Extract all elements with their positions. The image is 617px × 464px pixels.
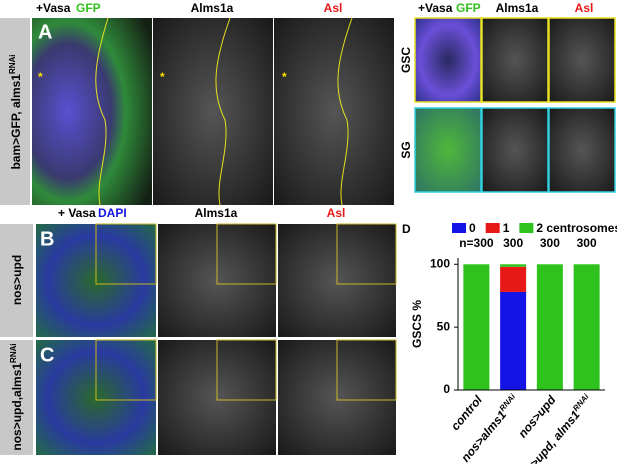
- channel-label: Alms1a: [195, 206, 238, 220]
- boundary: [337, 17, 353, 206]
- bar-segment: [500, 266, 527, 292]
- x-tick-label: control: [448, 392, 485, 433]
- channel-label: DAPI: [98, 206, 127, 220]
- legend-swatch: [452, 223, 466, 233]
- asterisk: *: [160, 70, 165, 84]
- row-label: nos>upd: [10, 255, 24, 305]
- y-tick-label: 0: [443, 382, 450, 396]
- channel-label: Alms1a: [191, 1, 234, 15]
- row-label-bar: [0, 224, 33, 337]
- channel-label: Asl: [575, 1, 594, 15]
- legend-swatch: [485, 223, 500, 233]
- y-tick-label: 50: [437, 319, 451, 333]
- channel-label: +Vasa: [36, 1, 71, 15]
- inset-frame: [95, 223, 397, 401]
- row-label-text: bam>GFP, alms1: [9, 74, 23, 170]
- row-label-sup: RNAi: [8, 54, 17, 74]
- channel-label: GFP: [76, 1, 101, 15]
- channel-label: +Vasa: [418, 1, 453, 15]
- legend-label: 1: [503, 221, 510, 235]
- panel-letter: A: [38, 21, 52, 43]
- bar-segment: [500, 264, 527, 267]
- row-label: bam>GFP, alms1RNAi: [8, 54, 23, 169]
- asterisk: *: [282, 70, 287, 84]
- panel-letter: D: [402, 222, 411, 236]
- legend-swatch: [519, 223, 534, 233]
- boundary: [95, 17, 109, 206]
- panel-letter: C: [40, 344, 54, 366]
- n-label: 300: [577, 236, 597, 250]
- bar-segment: [500, 291, 527, 390]
- row-label-sup: RNAi: [9, 343, 18, 363]
- micrograph: [32, 18, 152, 205]
- legend-label: 2 centrosomes: [536, 221, 617, 235]
- category-text: control: [448, 392, 485, 433]
- row-label-text: nos>upd,alms1: [10, 363, 24, 451]
- n-label: n=300: [459, 236, 494, 250]
- channel-label: Asl: [327, 206, 346, 220]
- micrograph: [274, 18, 394, 205]
- row-label: nos>upd,alms1RNAi: [9, 343, 24, 450]
- row-label: SG: [399, 141, 413, 158]
- n-label: 300: [540, 236, 560, 250]
- boundary: [215, 17, 231, 206]
- bar-segment: [536, 264, 563, 390]
- row-label: GSC: [399, 47, 413, 73]
- row-label-bar: [0, 340, 33, 455]
- panel-letter: B: [40, 228, 54, 250]
- channel-label: GFP: [456, 1, 481, 15]
- legend-label: 0: [469, 221, 476, 235]
- bar-segment: [573, 264, 600, 390]
- y-axis-label: GSCS %: [410, 300, 424, 348]
- row-label-bar: [0, 18, 30, 205]
- inset-row: [414, 107, 616, 193]
- channel-label: Alms1a: [496, 1, 539, 15]
- category-sup: RNAi: [498, 392, 518, 413]
- channel-label: Asl: [324, 1, 343, 15]
- y-tick-label: 100: [430, 256, 450, 270]
- asterisk: *: [38, 70, 43, 84]
- micrograph: [153, 18, 273, 205]
- inset-row: [414, 17, 616, 103]
- n-label: 300: [503, 236, 523, 250]
- channel-label: + Vasa: [58, 206, 96, 220]
- category-sup: RNAi: [571, 392, 591, 413]
- bar-segment: [463, 264, 490, 390]
